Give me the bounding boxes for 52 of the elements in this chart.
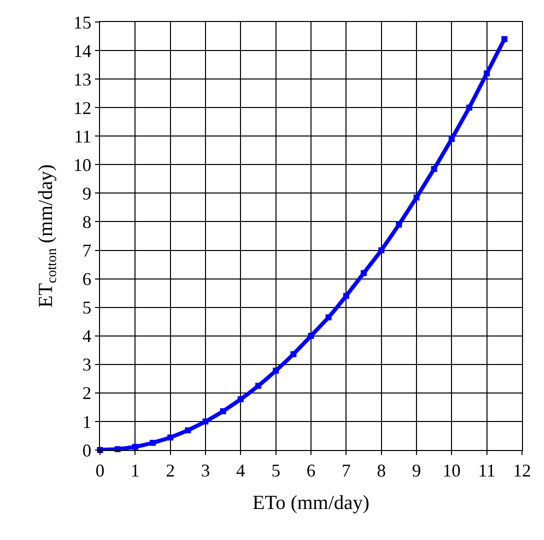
point	[255, 382, 262, 389]
y-tick-label: 5	[82, 298, 92, 318]
x-tick-label: 3	[201, 460, 210, 481]
point	[150, 440, 156, 446]
y-tick-label: 2	[82, 383, 92, 404]
point	[132, 444, 138, 450]
point	[484, 70, 490, 76]
point	[448, 136, 455, 142]
x-tick-label: 7	[342, 460, 351, 481]
y-tick-label: 3	[82, 354, 92, 375]
point	[431, 166, 438, 172]
x-tick-label: 4	[236, 460, 246, 481]
x-tick-label: 10	[442, 460, 461, 481]
point	[396, 222, 402, 228]
x-tick-label: 6	[306, 460, 316, 481]
point	[184, 427, 191, 434]
y-tick-label: 7	[82, 240, 92, 261]
y-tick-label: 0	[82, 440, 92, 460]
x-tick-label: 2	[166, 460, 175, 481]
x-tick-label: 5	[271, 460, 280, 481]
y-tick-label: 14	[73, 40, 92, 61]
y-tick-label: 15	[73, 12, 92, 32]
y-tick-label: 13	[73, 69, 92, 90]
x-tick-label: 12	[513, 460, 531, 481]
point	[326, 314, 332, 320]
point	[343, 292, 350, 299]
x-tick-label: 1	[130, 460, 140, 481]
point	[308, 332, 314, 339]
x-tick-label: 0	[96, 460, 104, 481]
point	[290, 351, 296, 358]
x-axis-title: ETo (mm/day)	[252, 492, 370, 514]
point	[238, 396, 244, 402]
x-tick-label: 11	[478, 460, 496, 481]
point	[220, 408, 226, 414]
y-tick-label: 1	[82, 412, 92, 432]
y-tick-label: 4	[82, 326, 92, 346]
y-tick-label: 8	[82, 212, 92, 232]
y-tick-label: 10	[73, 154, 92, 175]
point	[378, 247, 384, 254]
y-tick-label: 6	[82, 269, 92, 290]
point	[202, 418, 208, 424]
y-tick-label: 12	[73, 98, 92, 118]
x-tick-label: 9	[412, 460, 421, 481]
point	[466, 104, 472, 111]
y-tick-label: 9	[82, 184, 92, 204]
point	[414, 194, 420, 200]
point	[501, 36, 508, 42]
x-tick-label: 8	[376, 460, 386, 481]
point	[272, 368, 279, 374]
point	[167, 434, 174, 440]
y-tick-label: 11	[74, 126, 92, 146]
point	[360, 270, 367, 276]
